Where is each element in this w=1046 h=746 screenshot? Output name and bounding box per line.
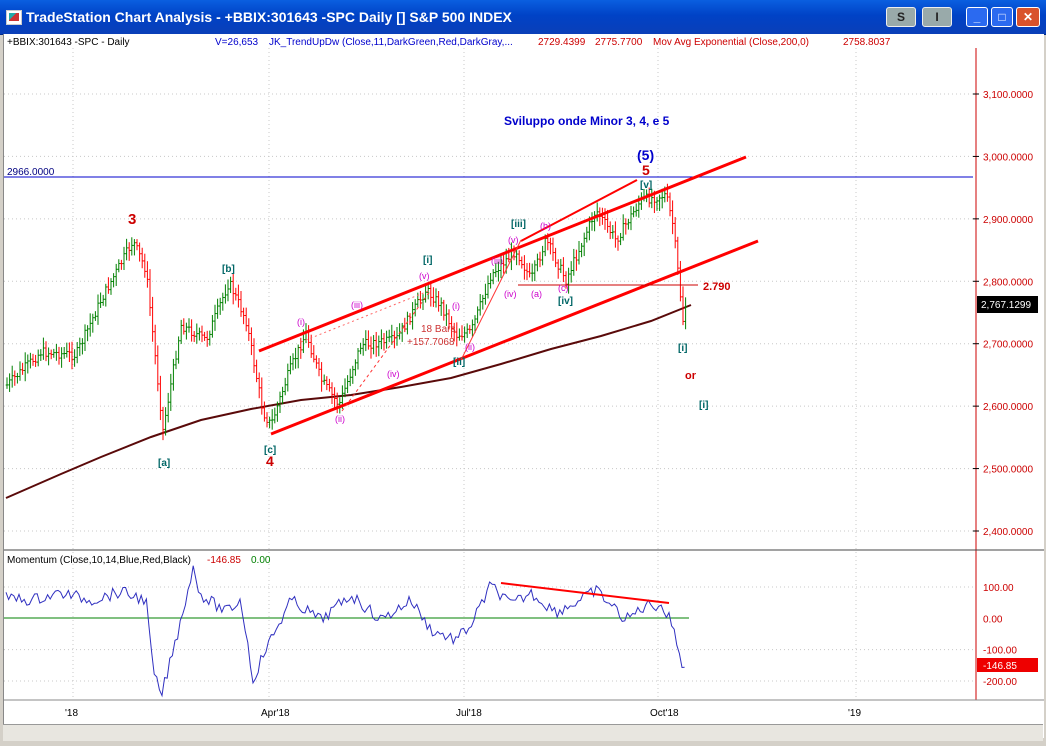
- measure-bars-label: 18 Bars: [421, 324, 455, 335]
- minimize-button[interactable]: _: [966, 7, 988, 27]
- wave-ii-label-2: (ii): [465, 342, 475, 352]
- hline-label: 2966.0000: [7, 167, 55, 178]
- momentum-value-1: -146.85: [207, 555, 241, 566]
- indicator-value-2: 2775.7700: [595, 37, 643, 48]
- measure-line-2: [300, 289, 432, 343]
- wave-a-label: (a): [531, 289, 542, 299]
- indicator-value-1: 2729.4399: [538, 37, 586, 48]
- level-label: 2.790: [703, 281, 731, 293]
- channel-upper-line: [258, 155, 747, 353]
- wave-i-sq-label-2: [i]: [678, 343, 687, 354]
- price-bars: [5, 183, 687, 441]
- channel-lower-line: [270, 239, 759, 436]
- y-tick-label: 2,400.0000: [983, 527, 1033, 538]
- interval-link-button[interactable]: I: [922, 7, 952, 27]
- y-tick-label: 2,700.0000: [983, 340, 1033, 351]
- wave-iv-label-2: (iv): [504, 289, 517, 299]
- x-tick-label: '19: [848, 708, 861, 719]
- chart-annotation-title: Sviluppo onde Minor 3, 4, e 5: [504, 114, 670, 128]
- wave-c-sq-label: [c]: [264, 445, 276, 456]
- maximize-button[interactable]: □: [991, 7, 1013, 27]
- momentum-last-tag: -146.85: [983, 661, 1017, 672]
- momentum-label: Momentum (Close,10,14,Blue,Red,Black): [7, 555, 191, 566]
- wave-c-label: (c): [558, 283, 569, 293]
- wave-iv-label: (iv): [387, 369, 400, 379]
- trend-line-mid: [460, 239, 522, 361]
- measure-points-label: +157.7068: [407, 337, 455, 348]
- x-tick-label: '18: [65, 708, 78, 719]
- y-tick-label: 3,000.0000: [983, 152, 1033, 163]
- y-tick-label: 2,800.0000: [983, 277, 1033, 288]
- wave-ii-label: (ii): [335, 414, 345, 424]
- chart-symbol-label: +BBIX:301643 -SPC - Daily: [7, 37, 130, 48]
- wave-i-label: (i): [297, 317, 305, 327]
- y-tick-label: 2,500.0000: [983, 465, 1033, 476]
- wave-v-label-2: (v): [508, 235, 519, 245]
- wave-5p-label: (5): [637, 147, 654, 163]
- mav-label: Mov Avg Exponential (Close,200,0): [653, 37, 809, 48]
- channel-inner-line: [520, 179, 638, 242]
- momentum-tick-label: -100.00: [983, 646, 1017, 657]
- symbol-link-button[interactable]: S: [886, 7, 916, 27]
- x-tick-label: Apr'18: [261, 708, 290, 719]
- horizontal-scrollbar[interactable]: [3, 724, 1043, 741]
- wave-iii-label: (iii): [351, 300, 363, 310]
- y-tick-label: 2,600.0000: [983, 402, 1033, 413]
- momentum-tick-label: 100.00: [983, 583, 1014, 594]
- momentum-value-2: 0.00: [251, 555, 271, 566]
- wave-b-sq-label: [b]: [222, 264, 235, 275]
- volume-label: V=26,653: [215, 37, 259, 48]
- wave-iii-label-2: (iii): [491, 256, 503, 266]
- close-button[interactable]: ✕: [1016, 7, 1040, 27]
- wave-ii-sq-label: [ii]: [453, 357, 465, 368]
- mav-value: 2758.8037: [843, 37, 891, 48]
- wave-a-sq-label: [a]: [158, 458, 170, 469]
- momentum-tick-label: -200.00: [983, 677, 1017, 688]
- wave-b-label: (b): [540, 221, 551, 231]
- measure-line: [341, 289, 432, 412]
- wave-v-label: (v): [419, 271, 430, 281]
- last-price-tag-bg: [977, 296, 1038, 313]
- chart-window[interactable]: +BBIX:301643 -SPC - Daily V=26,653 JK_Tr…: [3, 34, 1044, 738]
- momentum-tick-label: 0.00: [983, 614, 1003, 625]
- momentum-divergence-line: [500, 582, 670, 604]
- window-title: TradeStation Chart Analysis - +BBIX:3016…: [26, 9, 512, 25]
- x-tick-label: Jul'18: [456, 708, 482, 719]
- y-tick-label: 3,100.0000: [983, 90, 1033, 101]
- wave-5-label: 5: [642, 162, 650, 178]
- price-chart[interactable]: +BBIX:301643 -SPC - Daily V=26,653 JK_Tr…: [4, 34, 1044, 724]
- momentum-last-tag-bg: [977, 658, 1038, 672]
- x-tick-label: Oct'18: [650, 708, 679, 719]
- y-tick-label: 2,900.0000: [983, 215, 1033, 226]
- momentum-line: [5, 565, 685, 698]
- last-price-tag: 2,767.1299: [981, 300, 1031, 311]
- wave-3-label: 3: [128, 211, 136, 228]
- wave-i-sq-label: [i]: [423, 255, 432, 266]
- wave-iv-sq-label: [iv]: [558, 296, 573, 307]
- window-titlebar: TradeStation Chart Analysis - +BBIX:3016…: [0, 0, 1046, 35]
- chart-app-icon: [6, 10, 22, 25]
- wave-v-sq-label: [v]: [640, 180, 652, 191]
- or-label: or: [685, 370, 697, 382]
- ema-200-line: [5, 304, 692, 499]
- wave-i-sq-label-3: [i]: [699, 400, 708, 411]
- indicator-label: JK_TrendUpDw (Close,11,DarkGreen,Red,Dar…: [269, 37, 513, 48]
- wave-iii-sq-label: [iii]: [511, 219, 526, 230]
- wave-4-label: 4: [266, 453, 274, 469]
- wave-i-label-2: (i): [452, 301, 460, 311]
